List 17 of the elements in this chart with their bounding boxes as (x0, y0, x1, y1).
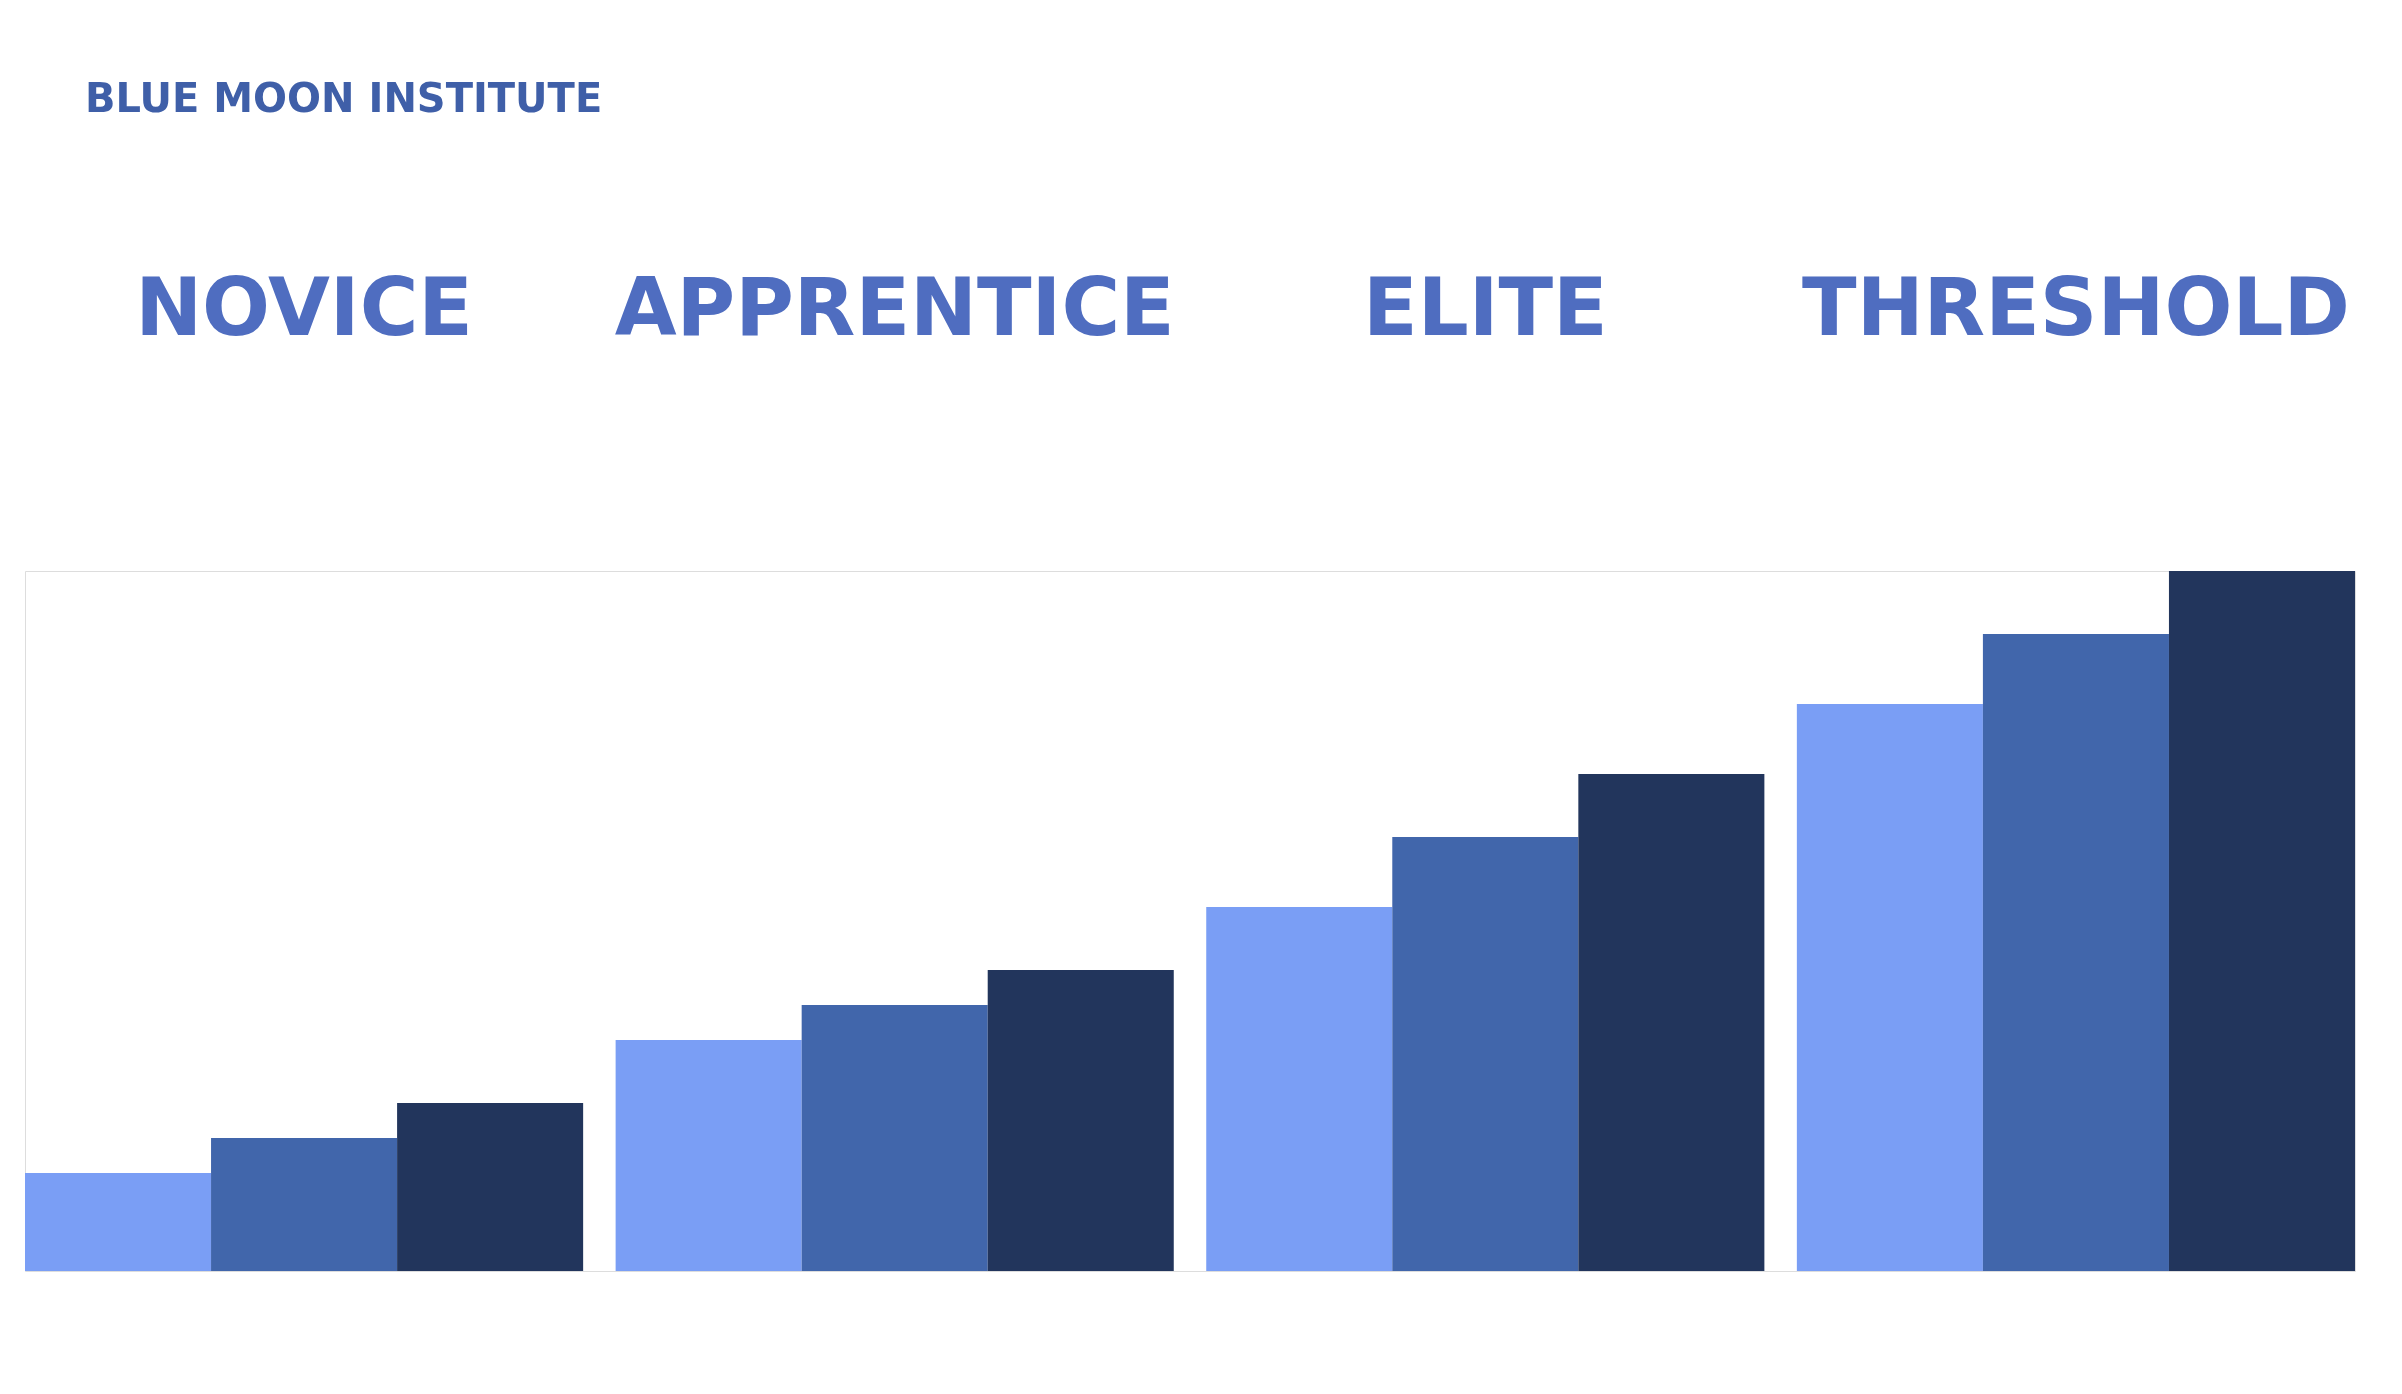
bar (1206, 907, 1393, 1271)
bar (987, 970, 1174, 1271)
x-tick-label: NOVICE (135, 260, 473, 354)
bar (1982, 634, 2169, 1271)
bar (1578, 774, 1765, 1271)
bar (801, 1005, 988, 1271)
bar (615, 1040, 802, 1271)
bar (25, 1173, 212, 1271)
x-tick-label: ELITE (1363, 260, 1608, 354)
x-tick-label: THRESHOLD (1802, 260, 2350, 354)
x-tick-label: APPRENTICE (614, 260, 1175, 354)
bar (1392, 837, 1579, 1271)
bar (2168, 571, 2355, 1271)
bar (211, 1138, 398, 1271)
bar (1796, 704, 1983, 1271)
bar (397, 1103, 584, 1271)
chart-title: BLUE MOON INSTITUTE (85, 75, 603, 121)
